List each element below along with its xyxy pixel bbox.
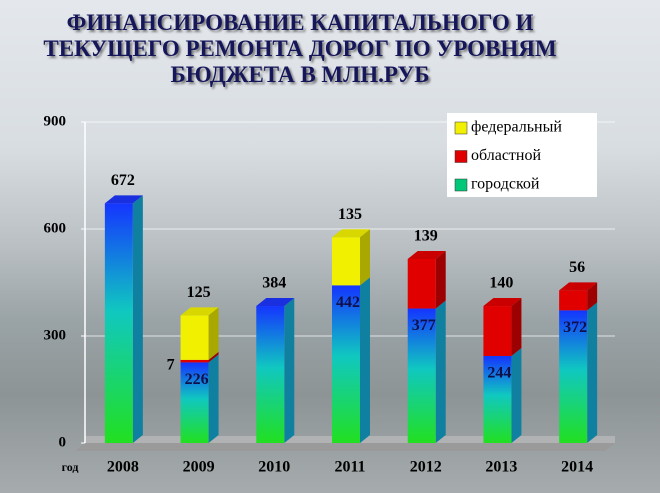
bar <box>104 203 133 443</box>
y-tick-label: 600 <box>44 220 67 236</box>
bar-side <box>208 351 219 363</box>
bar-top <box>483 298 522 307</box>
data-label: 244 <box>487 365 511 382</box>
x-tick-label: 2014 <box>561 459 593 476</box>
bar-top <box>407 250 446 259</box>
data-label: 384 <box>262 275 286 292</box>
y-tick-label: 300 <box>44 327 67 343</box>
legend-swatch <box>454 121 468 135</box>
data-label: 226 <box>185 371 209 388</box>
legend-label: городской <box>471 176 540 193</box>
x-tick-label: 2008 <box>107 459 139 476</box>
data-label: 140 <box>489 275 513 292</box>
legend-label: областной <box>471 147 541 164</box>
data-label: 442 <box>336 294 360 311</box>
chart-title: ФИНАНСИРОВАНИЕ КАПИТАЛЬНОГО И ТЕКУЩЕГО Р… <box>43 10 557 87</box>
bar-top <box>256 298 295 307</box>
bar <box>483 306 512 356</box>
x-tick-label: 2013 <box>485 459 517 476</box>
bar <box>559 310 588 443</box>
bar-side <box>511 298 522 356</box>
bar <box>407 258 436 309</box>
legend-label: федеральный <box>471 119 562 136</box>
data-label: 672 <box>111 172 135 189</box>
bar <box>332 285 360 443</box>
bar <box>332 237 360 286</box>
bar-side <box>208 354 219 443</box>
legend <box>447 113 597 197</box>
bar-side <box>587 282 598 311</box>
bar-top <box>180 307 219 316</box>
x-tick-label: 2010 <box>258 459 290 476</box>
bar-top <box>559 282 598 291</box>
legend-swatch <box>454 178 468 192</box>
bar-side <box>435 250 446 309</box>
data-label: 372 <box>563 319 587 336</box>
bar-top <box>332 229 370 238</box>
bar-side <box>435 300 446 443</box>
x-tick-label: 2009 <box>183 459 215 476</box>
bar <box>559 290 588 311</box>
data-label: 377 <box>412 317 436 334</box>
bar-side <box>208 307 219 360</box>
bar-side <box>284 298 295 443</box>
data-label: 125 <box>187 284 211 301</box>
bar-side <box>360 277 370 443</box>
y-tick-label: 0 <box>59 434 67 450</box>
floor <box>75 443 615 451</box>
bar <box>407 308 436 443</box>
legend-swatch <box>454 150 468 163</box>
bar-side <box>587 302 598 443</box>
bar <box>180 359 209 363</box>
bar <box>180 362 209 443</box>
y-tick-label: 900 <box>44 113 67 129</box>
bar <box>483 355 512 443</box>
bar-side <box>132 195 143 443</box>
x-tick-label: 2011 <box>334 459 365 476</box>
data-label: 7 <box>167 357 175 374</box>
data-label: 139 <box>414 228 438 245</box>
x-tick-label: 2012 <box>410 459 442 476</box>
bar-top <box>104 195 143 204</box>
data-label: 56 <box>569 259 585 276</box>
data-label: 135 <box>338 206 362 223</box>
bar <box>256 306 285 443</box>
x-axis-label: год <box>62 460 79 474</box>
bar-side <box>511 347 522 443</box>
bar-side <box>360 229 370 286</box>
bar <box>180 315 209 360</box>
